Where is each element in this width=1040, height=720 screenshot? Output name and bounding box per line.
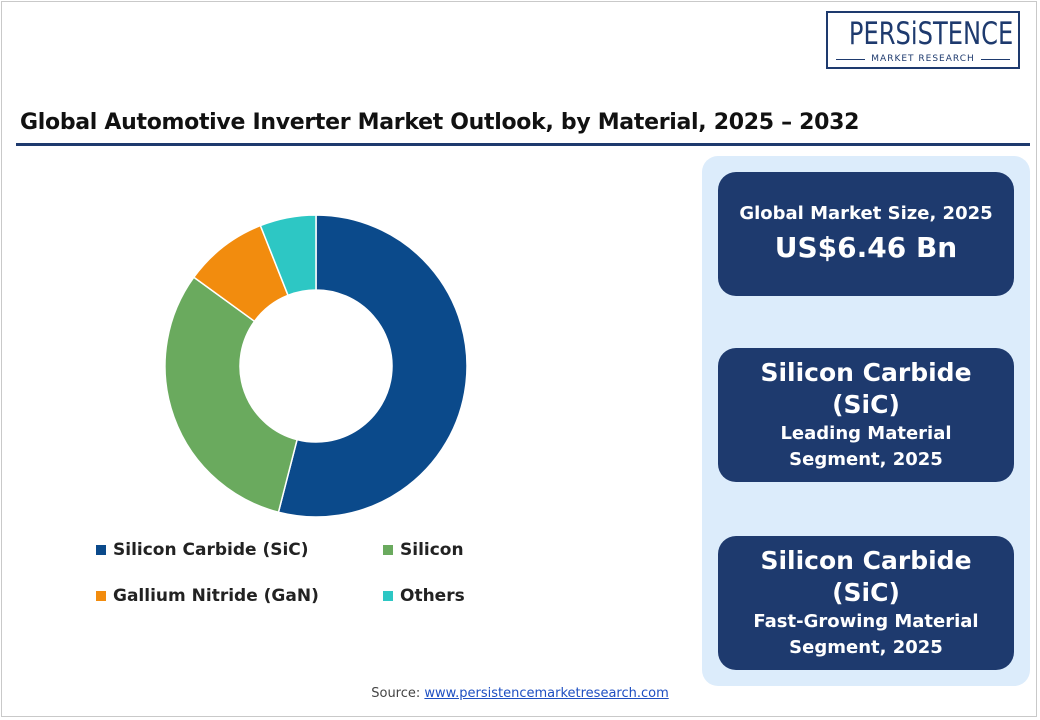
summary-panel: Global Market Size, 2025 US$6.46 Bn Sili…	[702, 156, 1030, 686]
chart-title: Global Automotive Inverter Market Outloo…	[20, 110, 860, 135]
logo-subtext: MARKET RESEARCH	[871, 54, 975, 64]
market-size-card: Global Market Size, 2025 US$6.46 Bn	[718, 172, 1014, 296]
leading-segment-name: Silicon Carbide	[760, 358, 972, 387]
legend-label: Silicon Carbide (SiC)	[113, 540, 309, 560]
legend-item-silicon-carbide: Silicon Carbide (SiC)	[96, 540, 309, 560]
logo-wordmark: PERSiSTENCE	[848, 16, 1014, 52]
market-size-value: US$6.46 Bn	[774, 231, 958, 264]
leading-segment-card: Silicon Carbide (SiC) Leading Material S…	[718, 348, 1014, 482]
donut-slice-silicon-carbide-sic	[277, 214, 468, 518]
donut-slice-others	[259, 214, 317, 297]
donut-slice-silicon	[164, 276, 299, 514]
fast-growing-card: Silicon Carbide (SiC) Fast-Growing Mater…	[718, 536, 1014, 670]
legend-item-others: Others	[383, 586, 465, 606]
legend-label: Gallium Nitride (GaN)	[113, 586, 319, 606]
chart-legend: Silicon Carbide (SiC) Silicon Gallium Ni…	[96, 540, 516, 620]
fast-growing-name: Silicon Carbide	[760, 546, 972, 575]
fast-growing-abbr: (SiC)	[832, 578, 900, 607]
legend-swatch	[383, 591, 393, 601]
logo-subline: MARKET RESEARCH	[836, 53, 1011, 65]
donut-chart	[164, 214, 468, 518]
source-link[interactable]: www.persistencemarketresearch.com	[424, 686, 669, 701]
market-size-label: Global Market Size, 2025	[739, 203, 993, 224]
legend-label: Silicon	[400, 540, 464, 560]
leading-segment-caption: Leading Material	[780, 423, 952, 444]
fast-growing-year: Segment, 2025	[789, 637, 943, 658]
legend-item-silicon: Silicon	[383, 540, 464, 560]
legend-swatch	[383, 545, 393, 555]
title-underline	[16, 143, 1030, 146]
source-note: Source: www.persistencemarketresearch.co…	[0, 686, 1040, 701]
leading-segment-abbr: (SiC)	[832, 390, 900, 419]
fast-growing-caption: Fast-Growing Material	[753, 611, 979, 632]
leading-segment-year: Segment, 2025	[789, 449, 943, 470]
legend-label: Others	[400, 586, 465, 606]
legend-swatch	[96, 591, 106, 601]
logo-divider-right	[980, 58, 1011, 60]
source-label: Source:	[371, 686, 421, 701]
persistence-logo: PERSiSTENCE MARKET RESEARCH	[826, 11, 1020, 69]
legend-item-gallium-nitride: Gallium Nitride (GaN)	[96, 586, 319, 606]
legend-swatch	[96, 545, 106, 555]
logo-divider-left	[836, 58, 866, 60]
